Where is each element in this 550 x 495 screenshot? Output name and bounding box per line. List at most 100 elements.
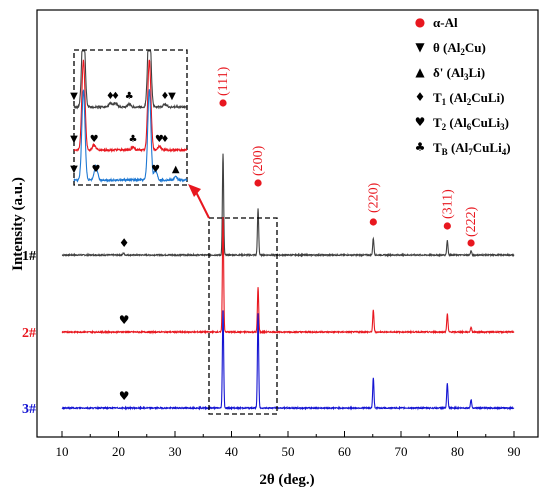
legend-entry-part: Cu) xyxy=(465,40,486,55)
inset-phase-marker: ▼ xyxy=(70,164,78,175)
x-axis-tick-labels: 10 20 30 40 50 60 70 80 90 xyxy=(56,444,521,459)
inset-zoom: ▼ ♦♦ ♣ ♦▼▼ ♥ ♣ ♥♦▼ ♥ ♥ ▲ xyxy=(70,49,188,186)
legend-entry-part: 3 xyxy=(500,122,505,132)
phase-markers: ♦ ♥ ♥ xyxy=(119,236,130,403)
legend-entry: θ (Al2Cu) xyxy=(433,40,486,57)
peak-label: (222) xyxy=(464,206,479,237)
legend-entry-part: (Al xyxy=(448,140,469,155)
inset-phase-marker: ▼ xyxy=(168,91,176,102)
x-axis-label: 2θ (deg.) xyxy=(259,472,314,488)
legend-symbol: ♥ xyxy=(415,115,426,129)
x-tick-label: 80 xyxy=(451,444,464,459)
legend-entry-part: 7 xyxy=(468,147,473,157)
series-label: 3# xyxy=(22,402,36,417)
legend-entry-part: T xyxy=(433,140,442,155)
x-tick-label: 50 xyxy=(282,444,295,459)
inset-phase-marker: ♦ xyxy=(111,91,120,102)
legend-entry-part: (Al xyxy=(446,115,467,130)
legend-entry-part: Li) xyxy=(468,65,485,80)
alpha-al-peak-dot xyxy=(467,239,475,247)
x-axis-ticks xyxy=(61,431,515,437)
x-tick-label: 40 xyxy=(225,444,238,459)
inset-markers: ▼ ♦♦ ♣ ♦▼▼ ♥ ♣ ♥♦▼ ♥ ♥ ▲ xyxy=(70,91,180,175)
x-tick-label: 20 xyxy=(112,444,125,459)
trace-3 xyxy=(61,310,515,411)
series-labels: 1# 2# 3# xyxy=(22,249,36,417)
legend-symbol: ♦ xyxy=(415,90,426,104)
legend-entry: α-Al xyxy=(433,15,458,30)
inset-trace-3 xyxy=(73,89,188,183)
peak-label: (200) xyxy=(251,145,266,176)
trace-1 xyxy=(61,153,515,258)
zoom-region-box xyxy=(208,217,278,415)
peak-label: (220) xyxy=(366,182,381,213)
legend-entry-part: 6 xyxy=(467,122,472,132)
legend-entry-part: 4 xyxy=(502,147,507,157)
x-tick-label: 90 xyxy=(508,444,521,459)
x-tick-label: 30 xyxy=(169,444,182,459)
phase-marker: ♦ xyxy=(119,236,130,250)
inset-traces xyxy=(73,50,188,183)
peak-labels: (111) (200) (220) (311) (222) xyxy=(216,66,479,247)
alpha-al-peak-dot xyxy=(443,222,451,230)
inset-pointer-arrow xyxy=(188,184,210,219)
series-label: 2# xyxy=(22,326,36,341)
inset-phase-marker: ♥ xyxy=(90,134,99,145)
legend-entry-part: T xyxy=(433,115,442,130)
inset-trace-1 xyxy=(73,50,188,110)
legend-symbol: ♣ xyxy=(415,140,426,154)
x-tick-label: 70 xyxy=(395,444,408,459)
inset-phase-marker: ♥ xyxy=(155,134,164,145)
alpha-al-peak-dot xyxy=(369,218,377,226)
legend-entry-part: α-Al xyxy=(433,15,458,30)
legend-entry: δ' (Al3Li) xyxy=(433,65,485,82)
phase-marker: ♥ xyxy=(119,389,130,403)
inset-phase-marker: ▼ xyxy=(70,134,78,145)
peak-label: (311) xyxy=(440,189,455,219)
inset-phase-marker: ♥ xyxy=(91,164,100,175)
diffraction-traces xyxy=(61,153,515,411)
legend-entry-part: 1 xyxy=(442,97,447,107)
legend-entry-part: 2 xyxy=(442,122,447,132)
inset-phase-marker: ♣ xyxy=(129,134,138,145)
inset-phase-marker: ♦ xyxy=(106,91,115,102)
legend-entry-part: CuLi xyxy=(473,140,502,155)
phase-marker: ♥ xyxy=(119,313,130,327)
x-tick-label: 10 xyxy=(56,444,69,459)
legend-entry-part: 2 xyxy=(460,47,465,57)
legend-entry-part: ) xyxy=(506,140,510,155)
legend: ● α-Al▼ θ (Al2Cu)▲ δ' (Al3Li)♦ T1 (Al2CuLi)♥… xyxy=(415,15,511,157)
legend-entry-part: CuLi xyxy=(471,115,500,130)
legend-entry: T1 (Al2CuLi) xyxy=(433,90,505,107)
legend-entry-part: T xyxy=(433,90,442,105)
legend-entry-part: CuLi) xyxy=(471,90,504,105)
legend-entry-part: θ (Al xyxy=(433,40,461,55)
peak-label: (111) xyxy=(216,66,231,96)
legend-entry-part: B xyxy=(442,147,448,157)
legend-symbol: ▲ xyxy=(415,65,425,79)
inset-frame xyxy=(73,49,188,186)
legend-entry-part: ) xyxy=(505,115,509,130)
legend-entry: T2 (Al6CuLi3) xyxy=(433,115,509,132)
inset-trace-2 xyxy=(73,59,188,153)
alpha-al-peak-dot xyxy=(254,179,262,187)
inset-phase-marker: ♦ xyxy=(161,134,170,145)
legend-entry-part: (Al xyxy=(446,90,467,105)
legend-entry-part: 3 xyxy=(464,72,469,82)
y-axis-label: Intensity (a.u.) xyxy=(10,177,26,271)
legend-symbol: ▼ xyxy=(415,40,425,54)
legend-entry-part: δ' (Al xyxy=(433,65,464,80)
inset-phase-marker: ▼ xyxy=(70,91,78,102)
legend-entry: TB (Al7CuLi4) xyxy=(433,140,511,157)
legend-entry-part: 2 xyxy=(467,97,472,107)
trace-2 xyxy=(61,217,515,335)
inset-phase-marker: ▲ xyxy=(172,164,180,175)
legend-symbol: ● xyxy=(415,15,425,29)
inset-phase-marker: ♣ xyxy=(125,91,134,102)
inset-phase-marker: ♥ xyxy=(151,164,160,175)
x-tick-label: 60 xyxy=(338,444,351,459)
alpha-al-peak-dot xyxy=(219,99,227,107)
series-label: 1# xyxy=(22,249,36,264)
inset-phase-marker: ♦ xyxy=(161,91,170,102)
